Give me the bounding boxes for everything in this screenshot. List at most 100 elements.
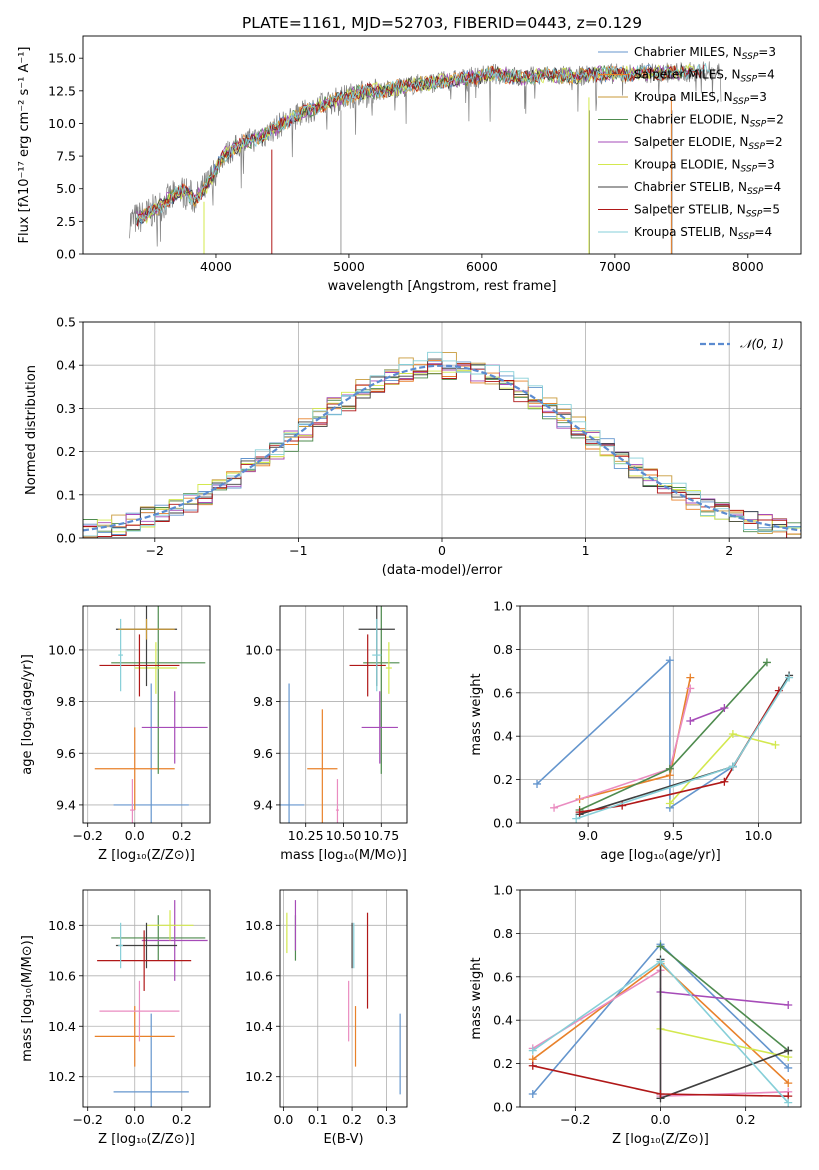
- y-tick-label: 0.8: [493, 642, 513, 657]
- y-tick-label: 15.0: [48, 51, 76, 66]
- x-tick-label: 0.0: [651, 1112, 671, 1127]
- y-tick-label: 9.6: [56, 746, 76, 761]
- weight-lines: [533, 656, 794, 823]
- y-tick-label: 0.2: [56, 444, 76, 459]
- y-tick-label: 10.0: [48, 116, 76, 131]
- x-tick-label: 6000: [466, 259, 498, 274]
- y-tick-label: 0.2: [493, 772, 513, 787]
- legend-label: Kroupa ELODIE, N: [634, 158, 741, 172]
- y-tick-label: 0.4: [56, 358, 76, 373]
- y-tick-label: 0.1: [56, 487, 76, 502]
- model-spectrum: [135, 63, 711, 225]
- legend-label: Chabrier STELIB, N: [634, 180, 747, 194]
- legend-label: Chabrier ELODIE, N: [634, 113, 750, 127]
- legend-entry: Salpeter STELIB, NSSP=5: [634, 203, 780, 220]
- weight-marker: [728, 762, 737, 771]
- weight-series: [536, 658, 734, 810]
- y-tick-label: 10.0: [48, 642, 76, 657]
- weight-marker: [533, 779, 542, 788]
- x-tick-label: 0.2: [172, 828, 192, 843]
- x-tick-label: −1: [289, 543, 307, 558]
- legend-sub: SSP: [738, 232, 755, 242]
- legend-entry: Salpeter ELODIE, NSSP=2: [634, 135, 783, 152]
- errorbar-group: [94, 606, 208, 823]
- model-spectrum: [135, 64, 701, 225]
- y-tick-label: 10.2: [245, 1069, 273, 1084]
- legend-sub: SSP: [746, 210, 763, 220]
- weight-marker: [665, 764, 674, 773]
- weight-marker: [686, 684, 695, 693]
- x-tick-label: 0.0: [273, 1112, 293, 1127]
- plot-frame: [82, 889, 211, 1108]
- x-tick-label: 0.2: [736, 1112, 756, 1127]
- x-tick-label: 0.3: [376, 1112, 396, 1127]
- legend-entry: Chabrier ELODIE, NSSP=2: [634, 113, 784, 130]
- legend-sub: SSP: [741, 165, 758, 175]
- y-tick-label: 10.8: [48, 918, 76, 933]
- x-tick-label: 0: [438, 543, 446, 558]
- x-axis-label: mass [log₁₀(M/M⊙)]: [280, 848, 407, 863]
- y-tick-label: 9.6: [253, 746, 273, 761]
- weight-series: [659, 959, 789, 1100]
- legend-label: Salpeter ELODIE, N: [634, 135, 748, 149]
- y-tick-label: 0.4: [493, 729, 513, 744]
- x-tick-label: 10.75: [363, 828, 399, 843]
- plot-frame: [519, 889, 802, 1108]
- legend-suffix: =2: [765, 135, 783, 149]
- errorbar-group: [286, 900, 401, 1095]
- legend-entry: Salpeter MILES, NSSP=4: [634, 68, 775, 85]
- y-tick-label: 7.5: [56, 149, 76, 164]
- normal-curve: [83, 364, 801, 532]
- x-axis-label: (data-model)/error: [382, 563, 503, 578]
- x-tick-label: 10.0: [745, 828, 773, 843]
- y-tick-label: 10.6: [245, 968, 273, 983]
- x-tick-label: −2: [146, 543, 164, 558]
- weight-marker: [656, 942, 665, 951]
- weight-marker: [665, 656, 674, 665]
- x-tick-label: −0.2: [73, 828, 103, 843]
- y-tick-label: 12.5: [48, 83, 76, 98]
- legend-sub: SSP: [733, 97, 750, 107]
- y-tick-label: 10.8: [245, 918, 273, 933]
- x-tick-label: 0.2: [342, 1112, 362, 1127]
- plot-frame: [82, 605, 211, 824]
- weight-marker: [575, 808, 584, 817]
- x-tick-label: 10.25: [288, 828, 324, 843]
- weight-marker: [784, 1001, 793, 1010]
- y-axis-label: Normed distribution: [24, 365, 39, 495]
- y-axis-label: mass weight: [469, 957, 484, 1039]
- legend-sub: SSP: [742, 52, 759, 62]
- x-tick-label: −0.2: [560, 1112, 590, 1127]
- weight-marker: [771, 740, 780, 749]
- legend-label: Salpeter STELIB, N: [634, 203, 746, 217]
- errorbar-group: [94, 900, 208, 1107]
- x-axis-label: wavelength [Angstrom, rest frame]: [328, 279, 557, 294]
- legend-sub: SSP: [747, 187, 764, 197]
- legend-entry: Kroupa MILES, NSSP=3: [634, 90, 767, 107]
- histograms: [83, 351, 801, 538]
- y-tick-label: 0.5: [56, 315, 76, 330]
- legend-entry: Chabrier MILES, NSSP=3: [634, 45, 776, 62]
- y-axis-label: mass [log₁₀(M/M⊙)]: [20, 935, 35, 1062]
- legend-sub: SSP: [741, 75, 758, 85]
- spectrum-lines: [129, 61, 722, 254]
- x-tick-label: 9.0: [578, 828, 598, 843]
- weight-series: [690, 707, 725, 722]
- legend-label: Kroupa MILES, N: [634, 90, 733, 104]
- x-tick-label: 2: [725, 543, 733, 558]
- weight-marker: [720, 777, 729, 786]
- x-tick-label: 4000: [200, 259, 232, 274]
- legend-suffix: =5: [762, 203, 780, 217]
- plot-frame: [279, 605, 408, 824]
- legend-label: Chabrier MILES, N: [634, 45, 742, 59]
- x-tick-label: 0.2: [172, 1112, 192, 1127]
- legend-entry: 𝒩(0, 1): [740, 337, 784, 351]
- y-tick-label: 0.4: [493, 1013, 513, 1028]
- x-axis-label: Z [log₁₀(Z/Z⊙)]: [612, 1132, 709, 1147]
- weight-marker: [686, 673, 695, 682]
- y-tick-label: 9.4: [253, 797, 273, 812]
- x-tick-label: 10.50: [326, 828, 362, 843]
- x-tick-label: 0.0: [125, 1112, 145, 1127]
- plot-frame: [82, 35, 802, 255]
